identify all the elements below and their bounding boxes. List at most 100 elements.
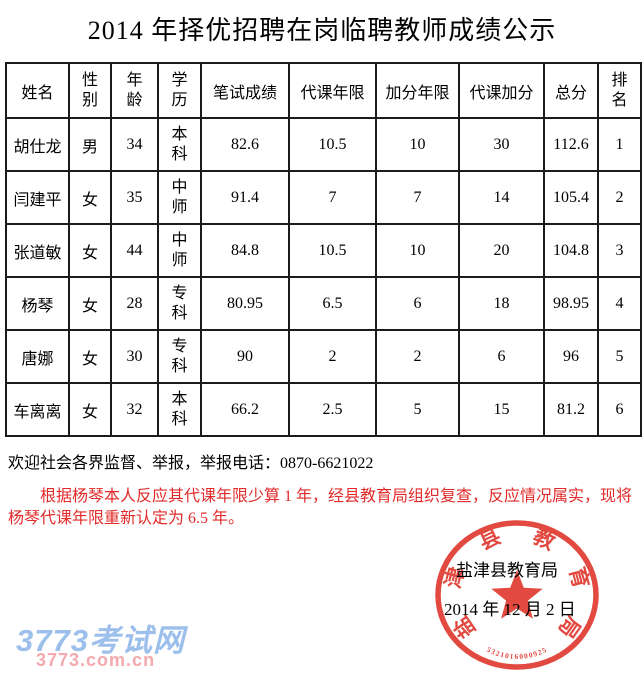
cell-total-score: 96 bbox=[543, 329, 599, 384]
cell-bonus-years: 10 bbox=[375, 117, 460, 172]
seal-ring bbox=[435, 520, 599, 670]
cell-age: 32 bbox=[110, 382, 159, 437]
seal-serial: 5321016000925 bbox=[485, 645, 549, 661]
cell-teaching-bonus: 30 bbox=[458, 117, 545, 172]
cell-education: 中师 bbox=[157, 170, 202, 225]
cell-gender: 男 bbox=[68, 117, 112, 172]
cell-written-score: 84.8 bbox=[200, 223, 290, 278]
cell-teaching-bonus: 18 bbox=[458, 276, 545, 331]
column-header-education-label: 学历 bbox=[171, 71, 188, 109]
cell-gender: 女 bbox=[68, 170, 112, 225]
cell-name: 胡仕龙 bbox=[5, 117, 70, 172]
column-header-education: 学历 bbox=[157, 62, 202, 119]
cell-bonus-years: 2 bbox=[375, 329, 460, 384]
cell-total-score: 98.95 bbox=[543, 276, 599, 331]
cell-rank: 2 bbox=[597, 170, 642, 225]
cell-rank: 1 bbox=[597, 117, 642, 172]
cell-teaching-bonus: 6 bbox=[458, 329, 545, 384]
cell-bonus-years: 5 bbox=[375, 382, 460, 437]
table-row: 唐娜 女 30 专科 90 2 2 6 96 5 bbox=[5, 329, 642, 384]
column-header-bonus-years: 加分年限 bbox=[375, 62, 460, 119]
column-header-teaching-years: 代课年限 bbox=[288, 62, 377, 119]
cell-age: 44 bbox=[110, 223, 159, 278]
scores-table: 姓名 性别 年龄 学历 笔试成绩 代课年限 加分年限 代课加分 总分 排名 胡仕… bbox=[5, 62, 642, 437]
column-header-age-label: 年龄 bbox=[126, 71, 143, 109]
cell-total-score: 105.4 bbox=[543, 170, 599, 225]
official-seal: 盐 津 县 教 育 局 5321016000925 bbox=[435, 520, 599, 670]
cell-total-score: 112.6 bbox=[543, 117, 599, 172]
cell-bonus-years: 10 bbox=[375, 223, 460, 278]
cell-written-score: 91.4 bbox=[200, 170, 290, 225]
cell-gender: 女 bbox=[68, 382, 112, 437]
cell-total-score: 81.2 bbox=[543, 382, 599, 437]
cell-education-value: 专科 bbox=[171, 337, 188, 375]
page-title: 2014 年择优招聘在岗临聘教师成绩公示 bbox=[87, 16, 557, 45]
cell-teaching-years: 2.5 bbox=[288, 382, 377, 437]
cell-rank: 3 bbox=[597, 223, 642, 278]
cell-teaching-bonus: 20 bbox=[458, 223, 545, 278]
cell-teaching-bonus: 15 bbox=[458, 382, 545, 437]
cell-teaching-years: 10.5 bbox=[288, 223, 377, 278]
table-row: 杨琴 女 28 专科 80.95 6.5 6 18 98.95 4 bbox=[5, 276, 642, 331]
watermark-site-url: 3773.com.cn bbox=[36, 650, 156, 670]
cell-gender: 女 bbox=[68, 223, 112, 278]
cell-teaching-years: 6.5 bbox=[288, 276, 377, 331]
table-row: 闫建平 女 35 中师 91.4 7 7 14 105.4 2 bbox=[5, 170, 642, 225]
column-header-name: 姓名 bbox=[5, 62, 70, 119]
cell-name: 闫建平 bbox=[5, 170, 70, 225]
cell-age: 30 bbox=[110, 329, 159, 384]
seal-star-icon bbox=[491, 570, 543, 619]
column-header-rank: 排名 bbox=[597, 62, 642, 119]
cell-education-value: 专科 bbox=[171, 284, 188, 322]
cell-education-value: 本科 bbox=[171, 390, 188, 428]
cell-written-score: 66.2 bbox=[200, 382, 290, 437]
cell-written-score: 82.6 bbox=[200, 117, 290, 172]
column-header-total-score: 总分 bbox=[543, 62, 599, 119]
column-header-gender-label: 性别 bbox=[81, 71, 98, 109]
cell-name: 车离离 bbox=[5, 382, 70, 437]
header-row: 姓名 性别 年龄 学历 笔试成绩 代课年限 加分年限 代课加分 总分 排名 bbox=[5, 62, 642, 119]
column-header-written-score: 笔试成绩 bbox=[200, 62, 290, 119]
cell-teaching-years: 7 bbox=[288, 170, 377, 225]
cell-gender: 女 bbox=[68, 329, 112, 384]
supervision-notice: 欢迎社会各界监督、举报，举报电话：0870-6621022 bbox=[8, 455, 374, 472]
cell-bonus-years: 7 bbox=[375, 170, 460, 225]
column-header-rank-label: 排名 bbox=[611, 71, 628, 109]
cell-education-value: 中师 bbox=[171, 178, 188, 216]
cell-education-value: 中师 bbox=[171, 231, 188, 269]
cell-gender: 女 bbox=[68, 276, 112, 331]
cell-rank: 6 bbox=[597, 382, 642, 437]
issue-date: 2014 年 12 月 2 日 bbox=[444, 600, 576, 619]
cell-name: 张道敏 bbox=[5, 223, 70, 278]
cell-teaching-years: 10.5 bbox=[288, 117, 377, 172]
cell-education: 本科 bbox=[157, 382, 202, 437]
seal-ring-char: 育 bbox=[565, 564, 594, 590]
cell-rank: 5 bbox=[597, 329, 642, 384]
column-header-gender: 性别 bbox=[68, 62, 112, 119]
cell-total-score: 104.8 bbox=[543, 223, 599, 278]
cell-education: 专科 bbox=[157, 329, 202, 384]
cell-age: 28 bbox=[110, 276, 159, 331]
cell-teaching-years: 2 bbox=[288, 329, 377, 384]
cell-teaching-bonus: 14 bbox=[458, 170, 545, 225]
cell-name: 唐娜 bbox=[5, 329, 70, 384]
cell-education-value: 本科 bbox=[171, 125, 188, 163]
cell-age: 35 bbox=[110, 170, 159, 225]
table-row: 车离离 女 32 本科 66.2 2.5 5 15 81.2 6 bbox=[5, 382, 642, 437]
cell-written-score: 90 bbox=[200, 329, 290, 384]
issuer-name: 盐津县教育局 bbox=[456, 561, 558, 580]
cell-rank: 4 bbox=[597, 276, 642, 331]
table-row: 张道敏 女 44 中师 84.8 10.5 10 20 104.8 3 bbox=[5, 223, 642, 278]
cell-education: 专科 bbox=[157, 276, 202, 331]
column-header-age: 年龄 bbox=[110, 62, 159, 119]
correction-note: 根据杨琴本人反应其代课年限少算 1 年，经县教育局组织复查，反应情况属实，现将杨… bbox=[8, 488, 633, 527]
table-row: 胡仕龙 男 34 本科 82.6 10.5 10 30 112.6 1 bbox=[5, 117, 642, 172]
column-header-teaching-bonus: 代课加分 bbox=[458, 62, 545, 119]
watermark-site-name: 3773考试网 bbox=[16, 623, 185, 658]
cell-written-score: 80.95 bbox=[200, 276, 290, 331]
cell-name: 杨琴 bbox=[5, 276, 70, 331]
cell-bonus-years: 6 bbox=[375, 276, 460, 331]
cell-education: 本科 bbox=[157, 117, 202, 172]
cell-age: 34 bbox=[110, 117, 159, 172]
